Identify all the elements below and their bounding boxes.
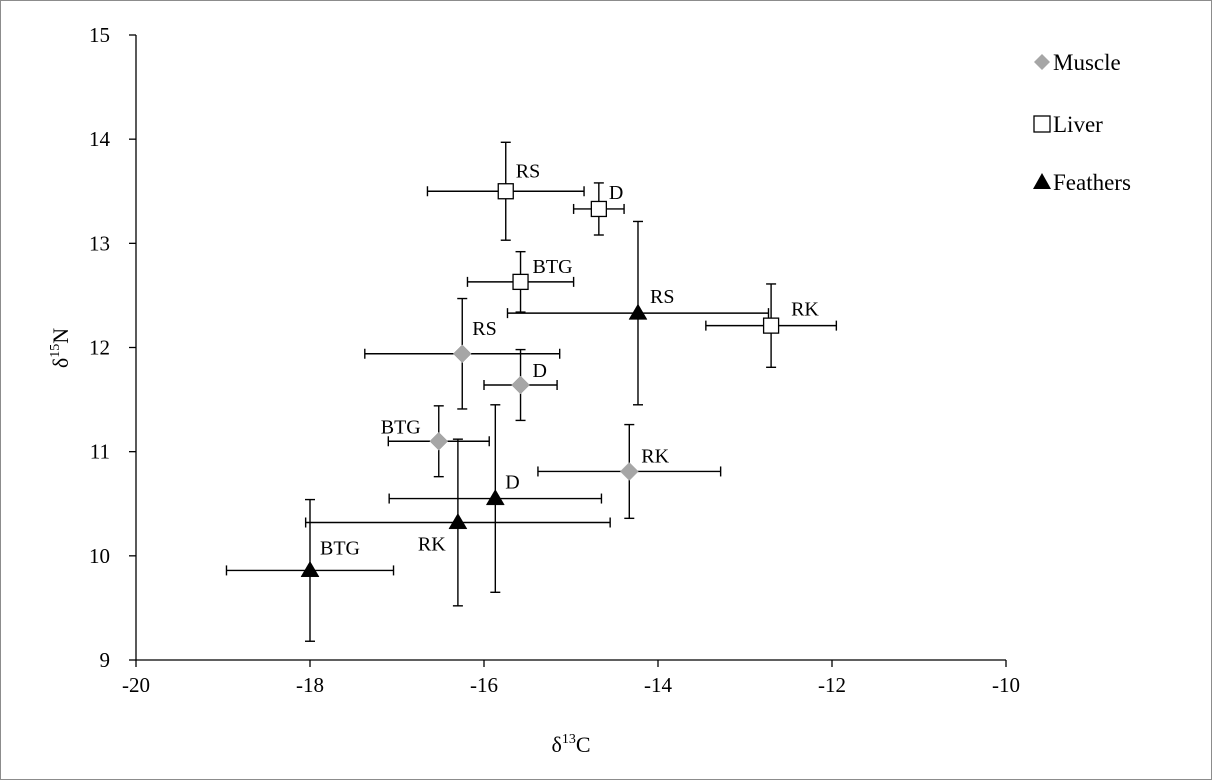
y-axis-title: δ15N <box>48 328 73 368</box>
y-axis-ticks: 9 10 11 12 13 14 15 <box>89 23 136 672</box>
x-tick-label: -20 <box>122 673 150 697</box>
muscle-marker <box>452 344 472 364</box>
feathers-marker <box>300 560 320 577</box>
x-tick-label: -12 <box>818 673 846 697</box>
x-tick-label: -14 <box>644 673 672 697</box>
liver-marker <box>590 200 607 218</box>
y-tick-label: 12 <box>89 336 110 360</box>
point-label: D <box>533 360 547 382</box>
point-label: RS <box>650 286 674 308</box>
y-tick-label: 15 <box>89 23 110 47</box>
y-tick-label: 14 <box>89 127 111 151</box>
point-label: RK <box>418 534 446 556</box>
legend-entry-liver: Liver <box>1033 112 1103 137</box>
point-label: D <box>609 182 623 204</box>
legend-label: Liver <box>1053 112 1103 137</box>
legend-marker <box>1033 115 1051 133</box>
x-axis-title: δ13C <box>551 732 590 757</box>
legend-marker <box>1034 54 1050 70</box>
x-tick-label: -16 <box>470 673 498 697</box>
point-label: BTG <box>320 537 360 559</box>
y-tick-label: 11 <box>90 440 110 464</box>
liver-marker <box>497 183 514 200</box>
point-label: BTG <box>533 256 573 278</box>
legend-label: Muscle <box>1053 50 1121 75</box>
legend-entry-feathers: Feathers <box>1033 170 1131 195</box>
error-bars <box>225 141 838 642</box>
point-labels: RS D BTG RK RS D BTG RK RS D RK BTG <box>320 160 819 559</box>
muscle-marker <box>619 462 639 481</box>
point-label: RS <box>472 318 496 340</box>
axes <box>135 35 1006 661</box>
legend-label: Feathers <box>1053 170 1131 195</box>
point-label: RK <box>791 299 819 321</box>
data-markers <box>300 183 780 577</box>
y-tick-label: 10 <box>89 544 110 568</box>
feathers-marker <box>485 489 505 506</box>
x-tick-label: -18 <box>296 673 324 697</box>
liver-marker <box>512 273 529 291</box>
point-label: RK <box>641 445 669 467</box>
point-label: BTG <box>381 416 421 438</box>
y-tick-label: 9 <box>100 648 111 672</box>
point-label: RS <box>516 160 540 182</box>
x-tick-label: -10 <box>992 673 1020 697</box>
feathers-marker <box>448 513 468 530</box>
legend-marker <box>1033 173 1051 189</box>
legend-entry-muscle: Muscle <box>1034 50 1121 75</box>
legend: Muscle Liver Feathers <box>1033 50 1131 195</box>
x-axis-ticks: -20 -18 -16 -14 -12 -10 <box>122 660 1020 697</box>
liver-marker <box>762 317 780 334</box>
y-tick-label: 13 <box>89 231 110 255</box>
feathers-marker <box>628 303 648 320</box>
muscle-marker <box>429 431 449 451</box>
point-label: D <box>505 472 519 494</box>
muscle-marker <box>511 375 530 395</box>
